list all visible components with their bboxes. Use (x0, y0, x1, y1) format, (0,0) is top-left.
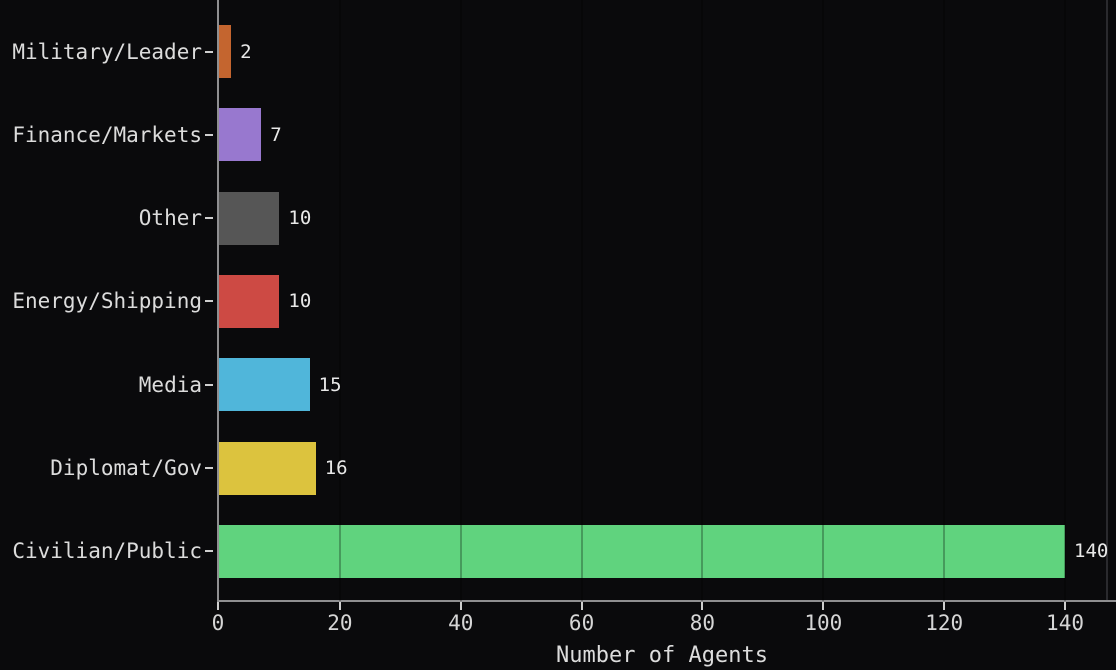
y-tick-mark (205, 133, 213, 136)
bar-row: Military/Leader 2 (0, 25, 1116, 78)
bar (219, 25, 232, 78)
y-axis-spine (217, 0, 219, 602)
bar (219, 108, 262, 162)
bar (219, 441, 316, 495)
x-tick-label: 60 (568, 611, 595, 635)
y-tick-mark (205, 50, 213, 53)
gridline (580, 0, 583, 601)
bar-row: Finance/Markets 7 (0, 108, 1116, 162)
gridline (701, 0, 704, 601)
x-axis-label: Number of Agents (556, 643, 768, 668)
x-tick-mark (943, 602, 946, 610)
value-label: 140 (1074, 540, 1109, 563)
bar-row: Media 15 (0, 358, 1116, 412)
x-tick-mark (217, 602, 219, 610)
value-label: 15 (318, 373, 342, 396)
value-label: 2 (240, 40, 252, 63)
gridline (459, 0, 462, 601)
x-tick-mark (1064, 602, 1067, 610)
gridline (1064, 0, 1067, 601)
category-label: Finance/Markets (12, 122, 202, 147)
x-tick-label: 0 (211, 611, 225, 635)
category-label: Civilian/Public (12, 539, 202, 564)
x-tick-label: 80 (689, 611, 716, 635)
category-label: Energy/Shipping (12, 289, 202, 314)
y-tick-mark (205, 550, 213, 553)
bar-row: Civilian/Public 140 (0, 524, 1116, 578)
x-tick-label: 120 (925, 611, 964, 635)
x-axis-spine (217, 600, 1116, 602)
y-tick-mark (205, 217, 213, 220)
gridline (338, 0, 341, 601)
x-tick-mark (459, 602, 462, 610)
y-tick-mark (205, 467, 213, 469)
y-tick-mark (205, 383, 213, 386)
bar (219, 358, 310, 412)
x-tick-mark (338, 602, 341, 610)
category-label: Media (138, 372, 202, 397)
value-label: 16 (324, 457, 348, 479)
bar-row: Energy/Shipping 10 (0, 274, 1116, 328)
bar (219, 191, 280, 245)
bar-row: Other 10 (0, 191, 1116, 245)
gridline (822, 0, 825, 601)
x-tick-mark (580, 602, 583, 610)
value-label: 10 (288, 290, 312, 313)
x-tick-label: 140 (1046, 611, 1084, 635)
category-label: Other (138, 206, 202, 231)
gridline (943, 0, 946, 601)
x-tick-mark (822, 602, 825, 610)
x-tick-label: 40 (448, 611, 474, 635)
value-label: 10 (288, 207, 312, 230)
value-label: 7 (270, 123, 282, 146)
category-label: Diplomat/Gov (50, 456, 202, 480)
bar (219, 274, 280, 328)
x-tick-label: 20 (327, 611, 353, 635)
y-tick-mark (205, 300, 213, 303)
bar (219, 524, 1066, 578)
right-spine (1106, 0, 1108, 601)
x-tick-label: 100 (804, 611, 843, 635)
x-tick-mark (701, 602, 704, 610)
bar-row: Diplomat/Gov 16 (0, 441, 1116, 495)
category-label: Military/Leader (12, 39, 202, 64)
